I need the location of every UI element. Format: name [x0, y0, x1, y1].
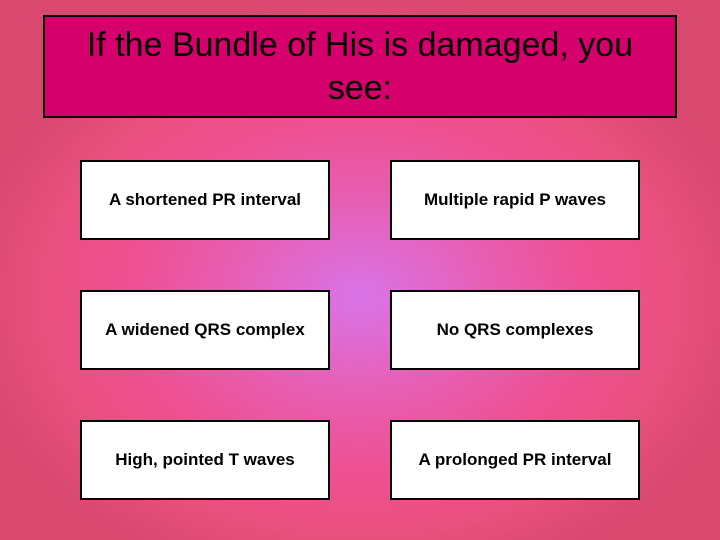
quiz-slide: If the Bundle of His is damaged, you see…	[0, 0, 720, 540]
answer-option-5[interactable]: High, pointed T waves	[80, 420, 330, 500]
answer-option-2[interactable]: Multiple rapid P waves	[390, 160, 640, 240]
answer-option-3[interactable]: A widened QRS complex	[80, 290, 330, 370]
answer-label: A shortened PR interval	[109, 189, 301, 210]
answer-option-4[interactable]: No QRS complexes	[390, 290, 640, 370]
question-title-box: If the Bundle of His is damaged, you see…	[43, 15, 677, 118]
question-title: If the Bundle of His is damaged, you see…	[65, 24, 655, 109]
answer-option-6[interactable]: A prolonged PR interval	[390, 420, 640, 500]
answer-label: High, pointed T waves	[115, 449, 294, 470]
answer-label: No QRS complexes	[437, 319, 594, 340]
answer-label: A prolonged PR interval	[418, 449, 611, 470]
answer-option-1[interactable]: A shortened PR interval	[80, 160, 330, 240]
answer-grid: A shortened PR interval Multiple rapid P…	[80, 160, 640, 500]
answer-label: A widened QRS complex	[105, 319, 305, 340]
answer-label: Multiple rapid P waves	[424, 189, 606, 210]
